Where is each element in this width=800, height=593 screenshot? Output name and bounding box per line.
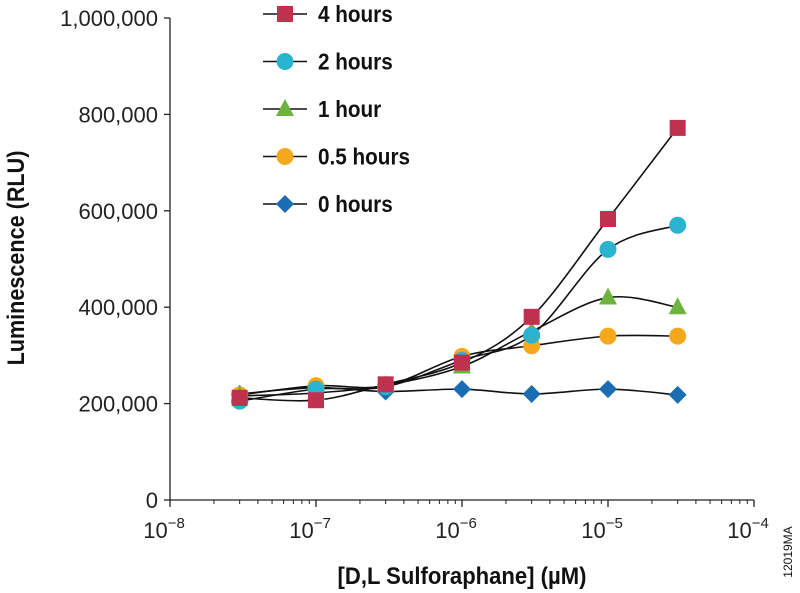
y-tick-label: 600,000 <box>78 199 158 224</box>
data-point-4-hours <box>669 119 686 136</box>
x-tick-label: 10−8 <box>143 515 185 543</box>
legend-marker-circle <box>276 53 294 70</box>
legend-item: 1 hour <box>263 96 382 122</box>
data-point-0-hours <box>453 380 471 399</box>
data-point-0-5-hours <box>669 327 687 345</box>
x-tick-label: 10−6 <box>435 515 477 543</box>
data-point-0-hours <box>522 384 541 403</box>
data-point-0-hours <box>599 380 617 399</box>
legend-label: 0 hours <box>318 191 393 217</box>
legend-item: 2 hours <box>263 48 393 75</box>
legend-item: 0 hours <box>263 191 393 217</box>
data-point-4-hours <box>377 376 394 393</box>
data-point-1-hour <box>599 287 617 305</box>
legend-label: 4 hours <box>318 1 393 27</box>
y-tick-label: 200,000 <box>78 392 158 417</box>
data-point-4-hours <box>308 392 324 409</box>
y-axis-label: Luminescence (RLU) <box>2 151 29 366</box>
data-point-4-hours <box>600 210 616 227</box>
x-tick-label: 10−7 <box>289 515 331 543</box>
legend-marker-circle <box>276 148 294 165</box>
data-point-4-hours <box>231 389 248 406</box>
legend-marker-diamond <box>276 195 294 213</box>
data-point-0-hours <box>668 385 687 404</box>
data-point-2-hours <box>669 216 687 234</box>
data-point-1-hour <box>668 297 687 315</box>
axes: 0 200,000 400,000 600,000 800,000 1,000,000 10… <box>60 6 769 543</box>
y-tick-label: 400,000 <box>78 295 158 320</box>
legend-label: 0.5 hours <box>318 143 410 169</box>
x-tick-label: 10−4 <box>727 515 769 543</box>
legend-label: 1 hour <box>318 96 382 122</box>
legend: 4 hours 2 hours 1 hour 0.5 hours 0 hours <box>263 1 410 217</box>
legend-label: 2 hours <box>318 48 393 74</box>
data-point-4-hours <box>454 354 470 371</box>
x-tick-label: 10−5 <box>581 515 623 543</box>
y-tick-label: 1,000,000 <box>60 6 158 31</box>
data-point-2-hours <box>523 326 541 344</box>
fit-curve-1-hour <box>239 295 678 397</box>
y-tick-label: 800,000 <box>78 102 158 127</box>
legend-item: 0.5 hours <box>263 143 410 170</box>
data-points <box>230 119 687 410</box>
y-tick-label: 0 <box>146 488 158 513</box>
figure-code: 12019MA <box>781 526 795 577</box>
legend-marker-triangle <box>276 99 294 116</box>
x-axis-label: [D,L Sulforaphane] (µM) <box>338 562 587 589</box>
data-point-4-hours <box>523 308 540 325</box>
legend-marker-square <box>277 6 293 22</box>
legend-item: 4 hours <box>263 1 393 27</box>
data-point-2-hours <box>599 240 617 258</box>
data-point-0-5-hours <box>599 327 617 345</box>
